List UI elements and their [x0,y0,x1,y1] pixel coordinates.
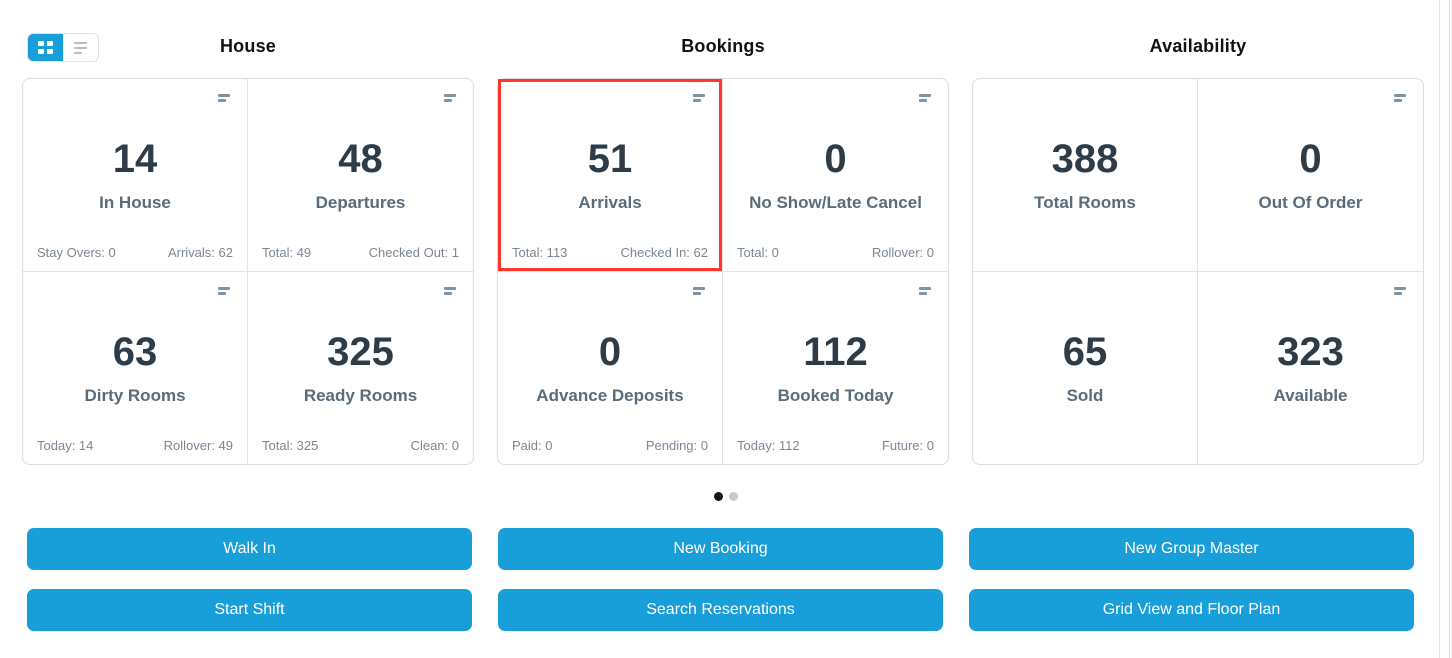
grid-view-icon [38,41,53,54]
section-title-availability: Availability [1149,36,1247,56]
card-stat-right: Clean: 0 [410,438,459,453]
card-label: Dirty Rooms [84,385,186,405]
card-value: 63 [112,329,158,374]
pagination-dot-1[interactable] [714,492,723,501]
card-label: Advance Deposits [536,385,684,405]
section-title-house: House [219,36,276,56]
card-in-house[interactable]: 14 In House Stay Overs: 0 Arrivals: 62 [23,79,248,272]
card-value: 388 [1051,137,1119,181]
filter-lines-icon[interactable] [693,286,705,295]
card-stat-left: Total: 113 [512,244,568,260]
card-label: Available [1273,385,1348,405]
list-view-icon [74,41,87,54]
card-no-show-late-cancel[interactable]: 0 No Show/Late Cancel Total: 0 Rollover:… [723,79,948,272]
card-value: 323 [1277,329,1344,374]
card-footer: Total: 49 Checked Out: 1 [262,245,459,260]
pagination-dot-2[interactable] [729,492,738,501]
stat-panels: 14 In House Stay Overs: 0 Arrivals: 62 4… [22,78,1424,465]
availability-panel: 388 Total Rooms 0 Out Of Order 65 Sold 3… [972,78,1424,465]
card-departures[interactable]: 48 Departures Total: 49 Checked Out: 1 [248,79,473,272]
card-dirty-rooms[interactable]: 63 Dirty Rooms Today: 14 Rollover: 49 [23,271,248,464]
card-stat-left: Total: 49 [262,244,312,260]
grid-view-floor-plan-button[interactable]: Grid View and Floor Plan [969,589,1414,631]
card-stat-left: Paid: 0 [512,438,553,453]
filter-lines-icon[interactable] [1394,286,1406,295]
card-footer: Paid: 0 Pending: 0 [512,438,708,453]
card-value: 0 [824,137,847,181]
card-value: 325 [327,329,394,374]
action-buttons-row-1: Walk In New Booking New Group Master [27,528,1414,570]
card-advance-deposits[interactable]: 0 Advance Deposits Paid: 0 Pending: 0 [498,271,723,464]
new-group-master-button[interactable]: New Group Master [969,528,1414,570]
card-value: 0 [1299,137,1322,181]
card-arrivals[interactable]: 51 Arrivals Total: 113 Checked In: 62 [498,79,723,272]
new-booking-button[interactable]: New Booking [498,528,943,570]
card-label: Total Rooms [1034,193,1136,212]
section-title-bookings: Bookings [681,36,765,56]
card-stat-right: Pending: 0 [645,438,708,453]
carousel-pagination [0,492,1452,501]
filter-lines-icon[interactable] [444,94,456,102]
card-stat-left: Stay Overs: 0 [37,244,116,260]
filter-lines-icon[interactable] [919,286,931,295]
section-headers: House Bookings Availability [22,36,1424,57]
filter-lines-icon[interactable] [693,94,705,102]
bookings-panel: 51 Arrivals Total: 113 Checked In: 62 0 … [497,78,949,465]
walk-in-button[interactable]: Walk In [27,528,472,570]
card-stat-left: Total: 0 [737,244,779,260]
card-label: Departures [315,193,406,212]
card-value: 51 [587,137,633,181]
card-label: Arrivals [578,193,642,212]
vertical-scrollbar[interactable] [1439,0,1450,658]
card-label: Sold [1066,385,1104,405]
card-available[interactable]: 323 Available [1198,272,1423,465]
card-value: 65 [1062,329,1108,374]
card-label: Ready Rooms [303,385,418,405]
card-value: 14 [112,137,158,181]
card-label: Booked Today [777,385,894,405]
filter-lines-icon[interactable] [919,94,931,102]
card-stat-right: Rollover: 0 [871,244,934,260]
card-label: No Show/Late Cancel [749,193,922,212]
card-stat-left: Today: 112 [737,438,800,453]
card-total-rooms[interactable]: 388 Total Rooms [973,79,1198,272]
card-footer: Stay Overs: 0 Arrivals: 62 [37,245,233,260]
filter-lines-icon[interactable] [1394,94,1406,102]
search-reservations-button[interactable]: Search Reservations [498,589,943,631]
card-stat-left: Total: 325 [262,438,319,453]
card-stat-left: Today: 14 [37,438,94,453]
card-footer: Today: 112 Future: 0 [737,438,934,453]
card-ready-rooms[interactable]: 325 Ready Rooms Total: 325 Clean: 0 [248,272,473,465]
card-footer: Total: 0 Rollover: 0 [737,245,934,260]
filter-lines-icon[interactable] [444,286,456,295]
view-toggle [27,33,99,62]
card-value: 112 [803,329,868,374]
card-booked-today[interactable]: 112 Booked Today Today: 112 Future: 0 [723,272,948,465]
list-view-button[interactable] [63,34,98,61]
card-sold[interactable]: 65 Sold [973,271,1198,464]
card-footer: Today: 14 Rollover: 49 [37,438,233,453]
card-label: In House [99,193,171,212]
grid-view-button[interactable] [28,34,63,61]
house-panel: 14 In House Stay Overs: 0 Arrivals: 62 4… [22,78,474,465]
card-footer: Total: 325 Clean: 0 [262,438,459,453]
filter-lines-icon[interactable] [218,286,230,295]
card-out-of-order[interactable]: 0 Out Of Order [1198,79,1423,272]
card-value: 48 [338,137,383,181]
card-stat-right: Future: 0 [881,438,934,453]
card-stat-right: Checked In: 62 [620,244,708,260]
card-stat-right: Rollover: 49 [163,438,233,453]
action-buttons-row-2: Start Shift Search Reservations Grid Vie… [27,589,1414,631]
card-label: Out Of Order [1258,193,1363,212]
card-stat-right: Checked Out: 1 [368,244,459,260]
card-value: 0 [598,329,622,374]
card-stat-right: Arrivals: 62 [167,244,233,260]
card-footer: Total: 113 Checked In: 62 [512,245,708,260]
start-shift-button[interactable]: Start Shift [27,589,472,631]
filter-lines-icon[interactable] [218,94,230,102]
